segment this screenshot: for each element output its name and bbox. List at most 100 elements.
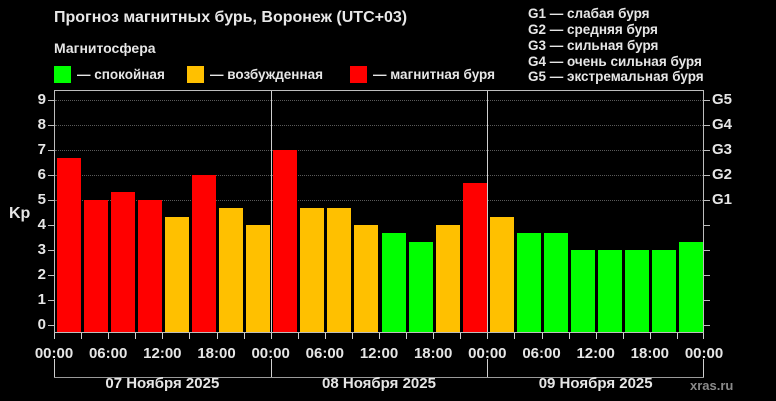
kp-bar [462,183,487,332]
right-tick [704,200,710,201]
legend-title: Магнитосфера [54,40,156,56]
day-bracket-tick [54,359,55,377]
y-tick-label: 9 [37,91,46,108]
x-tick [676,333,678,339]
x-tick [189,333,191,339]
kp-bar [598,250,623,332]
right-tick [704,300,710,301]
kp-bar [300,208,325,332]
x-tick [649,333,651,339]
kp-bar [56,158,81,332]
x-tick [703,333,704,339]
right-tick [704,250,710,251]
legend-item-storm: — магнитная буря [350,65,495,83]
x-tick-label: 06:00 [305,345,345,362]
kp-bar [435,225,460,332]
kp-bar [327,208,352,332]
y-tick-label: 4 [37,216,46,233]
x-tick-label: 06:00 [88,345,128,362]
gridline [55,125,703,126]
kp-bar [191,175,216,332]
x-tick [216,333,218,339]
y-tick-label: 8 [37,116,46,133]
g-level-label: G3 [712,141,733,158]
day-bracket-tick [703,359,704,377]
x-tick-label: 12:00 [576,345,615,362]
x-tick-label: 06:00 [522,345,561,362]
legend-label: — спокойная [77,66,165,82]
g-level-label: G2 [712,166,733,183]
kp-bar [679,241,704,332]
x-tick [514,333,516,339]
x-tick [54,333,55,339]
right-tick [704,275,710,276]
g-legend-g2: G2 — средняя буря [528,22,658,37]
right-tick [704,225,710,226]
day-bracket [54,371,271,378]
kp-bar [516,233,541,332]
y-axis-label: Kp [9,205,31,222]
y-tick [48,250,54,251]
g-legend-g3: G3 — сильная буря [528,38,659,53]
x-tick-label: 18:00 [197,345,236,362]
x-tick [595,333,597,339]
day-separator [270,91,272,332]
x-tick [135,333,137,339]
x-tick [487,333,489,339]
y-tick [48,175,54,176]
g-legend-g1: G1 — слабая буря [528,6,650,21]
x-tick [243,333,245,339]
g-legend-g4: G4 — очень сильная буря [528,54,702,69]
y-tick [48,125,54,126]
kp-bar [164,216,189,332]
legend-label: — возбужденная [210,66,323,82]
legend-item-active: — возбужденная [187,65,323,83]
gridline [55,200,703,201]
gridline [55,175,703,176]
x-tick-label: 18:00 [630,345,670,362]
kp-bar [571,250,596,332]
right-tick [704,325,710,326]
kp-bar [219,208,244,332]
y-tick-label: 0 [37,316,46,333]
y-tick-label: 7 [37,141,46,158]
g-level-label: G1 [712,191,733,208]
x-tick-label: 12:00 [143,345,182,362]
x-tick [162,333,164,339]
x-tick-label: 00:00 [684,345,724,362]
day-label: 07 Ноября 2025 [105,375,220,392]
y-tick [48,300,54,301]
kp-bar [489,216,514,332]
day-bracket-tick [270,359,272,377]
day-label: 08 Ноября 2025 [322,375,436,392]
x-tick-label: 00:00 [251,345,290,362]
y-tick [48,100,54,101]
x-tick [108,333,110,339]
kp-bar [273,150,298,332]
y-tick [48,225,54,226]
g-legend-g5: G5 — экстремальная буря [528,69,704,84]
kp-bar [246,225,271,332]
g-level-label: G4 [712,116,733,133]
day-label: 09 Ноября 2025 [538,375,653,392]
x-tick [81,333,83,339]
x-tick-label: 12:00 [359,345,399,362]
day-separator [487,91,489,332]
plot-area [54,90,704,333]
y-tick [48,275,54,276]
kp-bar [408,241,433,332]
x-tick [433,333,435,339]
g-level-label: G5 [712,91,733,108]
x-tick-label: 00:00 [34,345,74,362]
kp-bar [110,191,135,332]
x-tick [622,333,624,339]
y-tick-label: 2 [37,266,46,283]
right-tick [704,125,710,126]
x-tick-label: 18:00 [413,345,453,362]
right-tick [704,175,710,176]
right-tick [704,150,710,151]
gridline [55,100,703,101]
quiet-swatch-icon [54,65,71,83]
kp-bar [544,233,569,332]
x-tick [568,333,570,339]
